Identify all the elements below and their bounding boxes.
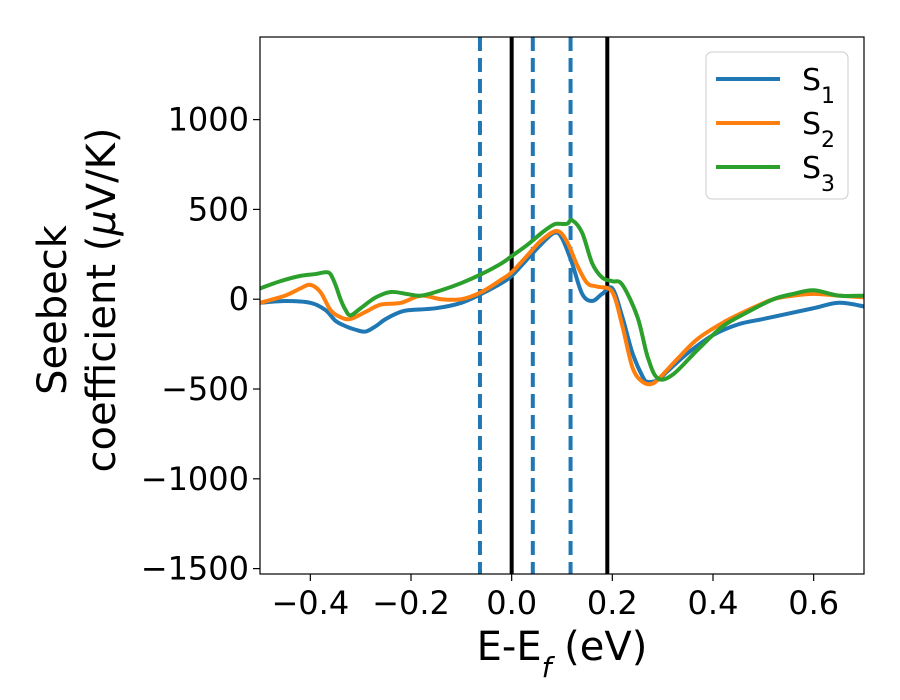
series-line-s2 — [260, 228, 864, 387]
legend-label: S3 — [802, 151, 835, 197]
y-tick-label: 500 — [188, 190, 249, 228]
x-tick-label: −0.4 — [271, 584, 349, 622]
y-tick-label: −500 — [161, 370, 249, 408]
legend-item-s1: S1 — [716, 63, 835, 109]
x-tick-label: 0.0 — [486, 584, 537, 622]
legend-item-s2: S2 — [716, 107, 835, 153]
legend-label: S1 — [802, 63, 835, 109]
y-axis-ticks: −1500 −1000 −500 0 500 1000 — [141, 101, 260, 588]
y-axis-label: Seebeck coefficient (μV/K) — [30, 128, 125, 473]
y-tick-label: −1000 — [141, 460, 249, 498]
y-tick-label: −1500 — [141, 550, 249, 588]
x-tick-label: 0.2 — [587, 584, 638, 622]
x-tick-label: −0.2 — [372, 584, 450, 622]
vertical-reference-lines — [477, 37, 610, 574]
x-axis-ticks: −0.4 −0.2 0.0 0.2 0.4 0.6 — [271, 574, 839, 622]
series-lines — [260, 217, 864, 387]
legend-item-s3: S3 — [716, 151, 835, 197]
series-line-s3 — [260, 217, 864, 382]
y-axis-label-line2: coefficient (μV/K) — [79, 128, 125, 473]
x-axis-label: E-Ef (eV) — [477, 624, 648, 684]
y-tick-label: 1000 — [168, 101, 249, 139]
y-axis-label-line1: Seebeck — [30, 224, 76, 395]
legend-label: S2 — [802, 107, 835, 153]
x-tick-label: 0.4 — [688, 584, 739, 622]
y-tick-label: 0 — [229, 280, 249, 318]
plot-area-frame — [259, 36, 865, 575]
legend-frame — [705, 51, 849, 200]
x-tick-label: 0.6 — [788, 584, 839, 622]
